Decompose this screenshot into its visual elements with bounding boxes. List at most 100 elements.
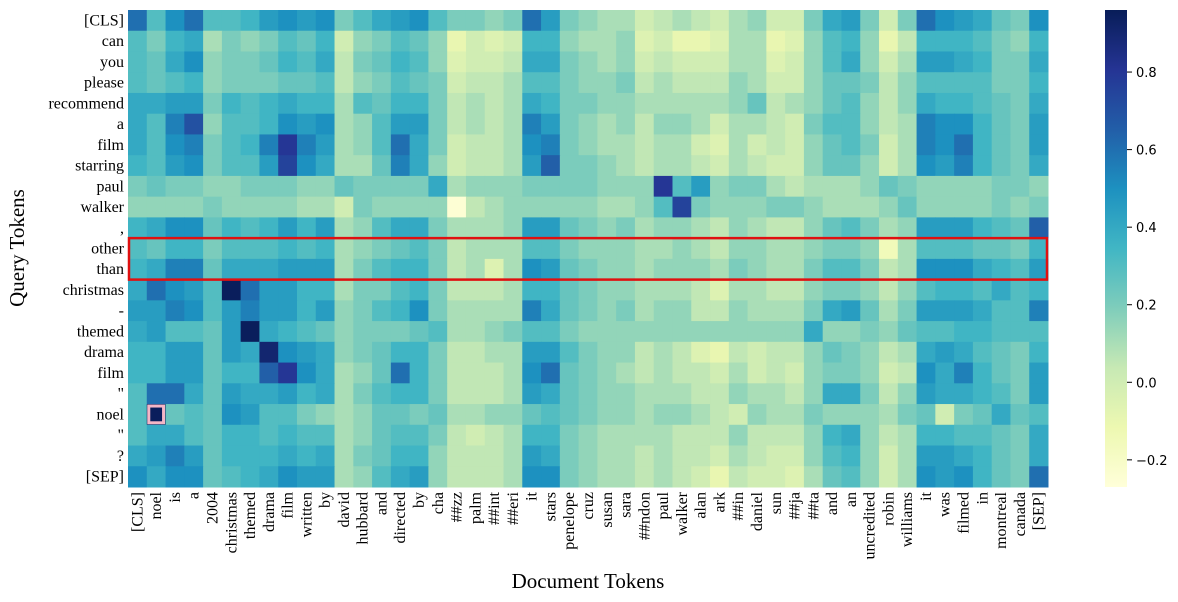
heatmap-cell xyxy=(128,341,148,364)
heatmap-cell xyxy=(559,155,580,177)
heatmap-cell xyxy=(465,238,486,260)
heatmap-cell xyxy=(296,279,317,301)
heatmap-cell xyxy=(879,404,899,426)
heatmap-cell xyxy=(597,300,617,322)
heatmap-cell xyxy=(747,321,767,343)
heatmap-cell xyxy=(841,196,861,218)
heatmap-cell xyxy=(578,51,598,73)
heatmap-cell xyxy=(672,196,692,218)
heatmap-cell xyxy=(409,30,429,52)
heatmap-cell xyxy=(954,383,974,405)
heatmap-cell xyxy=(954,466,974,488)
heatmap-cell xyxy=(634,155,655,177)
heatmap-cell xyxy=(991,134,1011,156)
heatmap-cell xyxy=(860,258,880,281)
heatmap-cell xyxy=(428,383,448,405)
heatmap-cell xyxy=(785,175,805,198)
heatmap-cell xyxy=(803,134,824,156)
heatmap-cell xyxy=(728,404,749,426)
x-tick-label: sun xyxy=(768,492,785,514)
heatmap-cell xyxy=(315,30,336,52)
heatmap-cell xyxy=(578,10,598,32)
y-tick-label: , xyxy=(120,220,124,237)
heatmap-cell xyxy=(954,424,974,447)
heatmap-cell xyxy=(653,238,673,260)
x-tick-label: by xyxy=(317,492,334,508)
heatmap-cell xyxy=(710,258,730,281)
heatmap-cell xyxy=(672,404,692,426)
heatmap-cell xyxy=(559,10,580,32)
heatmap-cell xyxy=(972,10,993,32)
heatmap-cell xyxy=(653,424,673,447)
heatmap-cell xyxy=(747,445,767,467)
heatmap-cell xyxy=(1029,217,1049,239)
heatmap-cell xyxy=(766,175,786,198)
heatmap-cell xyxy=(296,300,317,322)
heatmap-cell xyxy=(128,424,148,447)
heatmap-cell xyxy=(259,321,279,343)
heatmap-cell xyxy=(991,72,1011,94)
heatmap-cell xyxy=(146,134,167,156)
heatmap-cell xyxy=(146,196,167,218)
heatmap-cell xyxy=(972,362,993,384)
heatmap-cell xyxy=(991,341,1011,364)
heatmap-cell xyxy=(409,92,429,115)
heatmap-cell xyxy=(728,134,749,156)
heatmap-cell xyxy=(616,92,636,115)
heatmap-cell xyxy=(691,30,711,52)
heatmap-cell xyxy=(165,175,185,198)
heatmap-cell xyxy=(409,72,429,94)
heatmap-cell xyxy=(803,362,824,384)
heatmap-cell xyxy=(372,238,392,260)
heatmap-cell xyxy=(597,404,617,426)
y-axis-title: Query Tokens xyxy=(5,189,29,307)
heatmap-cell xyxy=(879,321,899,343)
heatmap-cell xyxy=(447,238,467,260)
y-tick-label: film xyxy=(97,137,124,154)
heatmap-cell xyxy=(879,175,899,198)
heatmap-cell xyxy=(916,279,936,301)
heatmap-cell xyxy=(822,424,842,447)
heatmap-cell xyxy=(146,321,167,343)
heatmap-cell xyxy=(860,72,880,94)
heatmap-cell xyxy=(728,196,749,218)
heatmap-cell xyxy=(634,30,655,52)
x-tick-label: film xyxy=(280,491,297,518)
heatmap-cell xyxy=(372,424,392,447)
heatmap-cell xyxy=(146,72,167,94)
heatmap-cell xyxy=(428,445,448,467)
x-tick-label: ##ja xyxy=(787,492,804,520)
heatmap-cell xyxy=(221,92,242,115)
heatmap-cell xyxy=(334,279,354,301)
heatmap-cell xyxy=(879,445,899,467)
heatmap-cell xyxy=(916,72,936,94)
heatmap-cell xyxy=(822,155,842,177)
heatmap-cell xyxy=(1029,51,1049,73)
heatmap-cell xyxy=(465,404,486,426)
heatmap-cell xyxy=(559,383,580,405)
heatmap-cell xyxy=(653,51,673,73)
heatmap-cell xyxy=(991,279,1011,301)
heatmap-cell xyxy=(128,10,148,32)
heatmap-cell xyxy=(390,300,411,322)
heatmap-cell xyxy=(841,51,861,73)
heatmap-cell xyxy=(653,321,673,343)
heatmap-cell xyxy=(897,445,918,467)
heatmap-cell xyxy=(353,113,373,135)
y-tick-label: [SEP] xyxy=(86,469,124,486)
heatmap-cell xyxy=(991,404,1011,426)
heatmap-cell xyxy=(616,113,636,135)
heatmap-cell xyxy=(841,362,861,384)
heatmap-cell xyxy=(916,466,936,488)
heatmap-cell xyxy=(240,300,260,322)
heatmap-cell xyxy=(390,175,411,198)
heatmap-cell xyxy=(465,72,486,94)
heatmap-cell xyxy=(559,362,580,384)
heatmap-cell xyxy=(409,51,429,73)
heatmap-cell xyxy=(465,321,486,343)
heatmap-cell xyxy=(146,92,167,115)
heatmap-cell xyxy=(278,92,298,115)
heatmap-cell xyxy=(465,175,486,198)
heatmap-cell xyxy=(334,238,354,260)
heatmap-cell xyxy=(616,424,636,447)
